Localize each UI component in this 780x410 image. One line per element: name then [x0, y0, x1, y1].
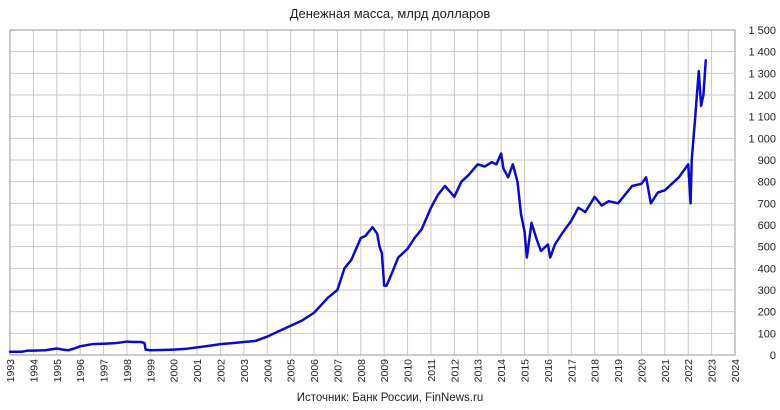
x-tick-label: 1998	[122, 359, 134, 383]
x-tick-label: 2017	[566, 359, 578, 383]
x-tick-label: 1995	[52, 359, 64, 383]
y-tick-label: 700	[758, 198, 776, 210]
x-tick-label: 2014	[496, 359, 508, 383]
x-tick-label: 1997	[99, 359, 111, 383]
x-tick-label: 2024	[730, 359, 742, 383]
x-tick-label: 2008	[356, 359, 368, 383]
y-tick-label: 800	[758, 177, 776, 189]
x-tick-label: 2006	[309, 359, 321, 383]
x-tick-label: 1999	[145, 359, 157, 383]
y-tick-label: 1 500	[748, 25, 776, 37]
y-tick-label: 300	[758, 285, 776, 297]
y-tick-label: 1 300	[748, 68, 776, 80]
y-tick-label: 0	[770, 350, 776, 362]
x-tick-label: 2004	[262, 359, 274, 383]
chart-title: Денежная масса, млрд долларов	[289, 6, 491, 21]
y-tick-label: 900	[758, 155, 776, 167]
x-tick-label: 1994	[28, 359, 40, 383]
x-tick-label: 2019	[613, 359, 625, 383]
x-tick-label: 2021	[660, 359, 672, 383]
x-tick-label: 1993	[5, 359, 17, 383]
y-tick-label: 400	[758, 263, 776, 275]
x-tick-label: 2023	[707, 359, 719, 383]
chart-source: Источник: Банк России, FinNews.ru	[296, 392, 484, 404]
y-tick-label: 500	[758, 242, 776, 254]
x-tick-label: 2010	[403, 359, 415, 383]
x-tick-label: 2012	[449, 359, 461, 383]
y-tick-label: 1 200	[748, 90, 776, 102]
y-tick-label: 200	[758, 307, 776, 319]
y-tick-label: 1 400	[748, 47, 776, 59]
series-line-money-supply	[8, 59, 708, 353]
x-tick-label: 2009	[379, 359, 391, 383]
x-tick-label: 2000	[169, 359, 181, 383]
y-tick-label: 600	[758, 220, 776, 232]
x-tick-label: 2015	[520, 359, 532, 383]
x-tick-label: 2011	[426, 359, 438, 382]
plot-border	[9, 29, 736, 356]
x-tick-label: 2003	[239, 359, 251, 383]
x-tick-label: 2007	[332, 359, 344, 383]
y-tick-label: 1 000	[748, 133, 776, 145]
x-tick-label: 2016	[543, 359, 555, 383]
x-tick-label: 2022	[683, 359, 695, 383]
x-tick-label: 2002	[215, 359, 227, 383]
plot-area	[10, 30, 735, 355]
y-tick-label: 1 100	[748, 112, 776, 124]
x-tick-label: 1996	[75, 359, 87, 383]
x-tick-label: 2005	[286, 359, 298, 383]
x-tick-label: 2020	[636, 359, 648, 383]
y-tick-label: 100	[758, 328, 776, 340]
x-tick-label: 2001	[192, 359, 204, 383]
x-tick-label: 2018	[590, 359, 602, 383]
x-tick-label: 2013	[473, 359, 485, 383]
